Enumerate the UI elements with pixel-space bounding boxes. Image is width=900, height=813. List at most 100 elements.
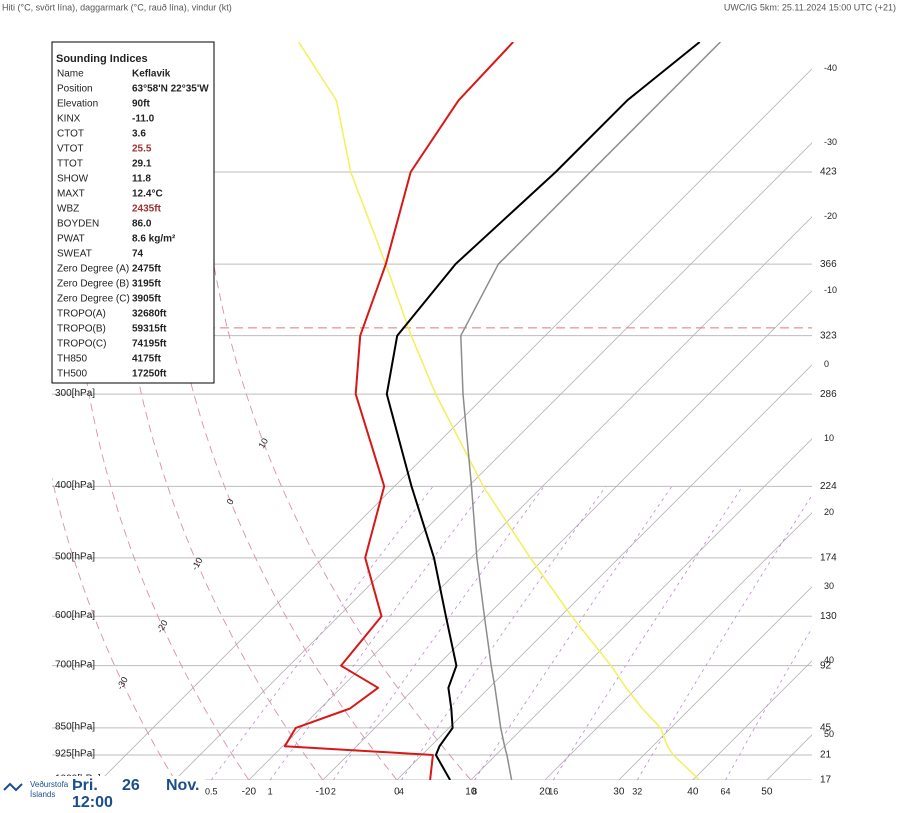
- index-value: 3195ft: [132, 279, 162, 290]
- index-value: 2475ft: [132, 264, 162, 275]
- index-name: KINX: [57, 114, 81, 125]
- isotherm: [100, 68, 812, 780]
- x-tick-label: 40: [687, 787, 699, 798]
- index-name: PWAT: [57, 234, 85, 245]
- height-label: 130: [820, 611, 837, 622]
- index-value: 2435ft: [132, 204, 162, 215]
- mixing-ratio-line: [474, 486, 673, 780]
- index-name: BOYDEN: [57, 219, 99, 230]
- mixing-ratio-label: 8: [472, 786, 477, 796]
- index-value: 11.8: [132, 174, 151, 185]
- isotherm: [692, 660, 812, 780]
- height-label: 21: [820, 750, 832, 761]
- footer-bg: [0, 776, 205, 808]
- index-value: -11.0: [132, 114, 155, 125]
- height-label: 423: [820, 167, 837, 178]
- height-label: 45: [820, 723, 832, 734]
- height-label: 224: [820, 481, 837, 492]
- isotherm: [470, 438, 812, 780]
- index-name: MAXT: [57, 189, 85, 200]
- x-tick-label: 50: [761, 787, 773, 798]
- height-label: 323: [820, 330, 837, 341]
- index-value: 29.1: [132, 159, 152, 170]
- index-name: Position: [57, 84, 93, 95]
- index-name: TH850: [57, 354, 87, 365]
- index-name: TROPO(A): [57, 309, 106, 320]
- index-name: TH500: [57, 369, 87, 380]
- height-label: 366: [820, 259, 837, 270]
- index-value: 32680ft: [132, 309, 167, 320]
- index-value: 3905ft: [132, 294, 162, 305]
- sounding-line: [297, 42, 701, 780]
- sounding-line: [460, 42, 721, 780]
- mixing-ratio-line: [552, 486, 743, 780]
- logo-text: Íslands: [30, 790, 55, 799]
- height-label: 286: [820, 389, 837, 400]
- isotherm: [544, 512, 812, 780]
- x-tick-label: 30: [824, 581, 834, 591]
- adiabat-label: 10: [256, 436, 270, 450]
- index-value: Keflavik: [132, 69, 171, 80]
- mixing-ratio-line: [269, 486, 488, 780]
- index-value: 12.4°C: [132, 189, 163, 200]
- index-name: CTOT: [57, 129, 84, 140]
- isotherm: [766, 734, 812, 780]
- x-tick-label: -10: [824, 285, 837, 295]
- height-label: 92: [820, 660, 832, 671]
- table-box: [51, 41, 215, 384]
- isotherm: [618, 586, 812, 780]
- index-name: WBZ: [57, 204, 79, 215]
- y-tick-label: 850[hPa]: [55, 722, 95, 733]
- y-tick-label: 700[hPa]: [55, 659, 95, 670]
- adiabat-label: -30: [115, 675, 130, 691]
- x-tick-label: -10: [316, 787, 331, 798]
- footer-date: 26: [122, 777, 140, 794]
- dry-adiabat: [52, 476, 176, 780]
- isotherm: [174, 142, 812, 780]
- y-tick-label: 500[hPa]: [55, 551, 95, 562]
- index-value: 74: [132, 249, 144, 260]
- footer-time: 12:00: [72, 794, 113, 808]
- mixing-ratio-line: [332, 486, 545, 780]
- isotherm: [322, 290, 812, 780]
- index-name: TROPO(B): [57, 324, 106, 335]
- table-title: Sounding Indices: [56, 53, 148, 65]
- logo-mark: [3, 782, 23, 792]
- isotherm: [396, 364, 812, 780]
- footer-day: Þri.: [72, 777, 98, 794]
- index-value: 59315ft: [132, 324, 167, 335]
- mixing-ratio-label: 4: [399, 786, 404, 796]
- index-value: 3.6: [132, 129, 146, 140]
- header-right: UWC/IG 5km: 25.11.2024 15:00 UTC (+21): [724, 2, 896, 12]
- logo-text: Veðurstofa: [30, 780, 69, 789]
- index-name: Zero Degree (B): [57, 279, 129, 290]
- sounding-line: [283, 42, 514, 780]
- adiabat-label: -20: [155, 618, 170, 634]
- index-value: 25.5: [132, 144, 152, 155]
- mixing-ratio-line: [636, 494, 812, 780]
- dry-adiabat: [197, 42, 472, 780]
- mixing-ratio-label: 1: [268, 786, 273, 796]
- x-tick-label: -30: [824, 137, 837, 147]
- x-tick-label: 50: [824, 729, 834, 739]
- mixing-ratio-label: 32: [632, 786, 642, 796]
- x-tick-label: 0: [394, 787, 400, 798]
- x-tick-label: -20: [824, 211, 837, 221]
- mixing-ratio-line: [210, 486, 434, 780]
- height-label: 174: [820, 552, 837, 563]
- index-value: 17250ft: [132, 369, 167, 380]
- mixing-ratio-label: 16: [548, 786, 558, 796]
- x-tick-label: 10: [824, 433, 834, 443]
- index-name: Elevation: [57, 99, 98, 110]
- index-name: SWEAT: [57, 249, 92, 260]
- index-value: 63°58'N 22°35'W: [132, 84, 209, 95]
- index-name: TTOT: [57, 159, 83, 170]
- index-value: 90ft: [132, 99, 150, 110]
- x-tick-label: 0: [824, 359, 829, 369]
- mixing-ratio-label: 0.5: [205, 786, 218, 796]
- x-tick-label: -40: [824, 63, 837, 73]
- index-value: 86.0: [132, 219, 152, 230]
- x-tick-label: 40: [824, 655, 834, 665]
- x-tick-label: 10: [465, 787, 477, 798]
